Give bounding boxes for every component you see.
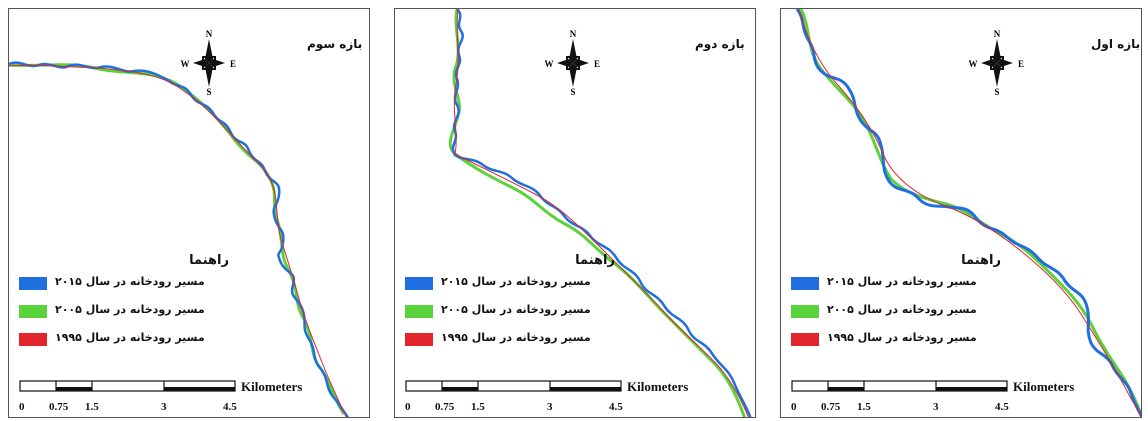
scale-tick: 1.5 — [85, 401, 99, 413]
panel-title: بازه دوم — [695, 37, 745, 51]
scale-tick: 0.75 — [49, 401, 69, 413]
map-panel-reach-1: بازه اول N S E W راهنما مسیر رودخانه در … — [780, 8, 1142, 418]
scale-unit: Kilometers — [241, 379, 303, 394]
map-legend: راهنما مسیر رودخانه در سال ۲۰۱۵ مسیر رود… — [405, 253, 615, 352]
legend-title: راهنما — [189, 253, 229, 268]
river-map-reach-3 — [9, 23, 359, 417]
legend-swatch — [405, 305, 433, 318]
scale-unit: Kilometers — [1013, 379, 1075, 394]
scale-bar: Kilometers 0 0.75 1.5 3 4.5 — [791, 375, 1101, 415]
scale-tick: 3 — [933, 401, 939, 413]
legend-label: مسیر رودخانه در سال ۱۹۹۵ — [441, 331, 591, 344]
legend-swatch — [19, 333, 47, 346]
scale-tick: 4.5 — [223, 401, 237, 413]
scale-tick: 0 — [19, 401, 25, 413]
river-map-reach-2 — [448, 9, 752, 417]
scale-tick: 1.5 — [471, 401, 485, 413]
compass-s: S — [570, 87, 575, 97]
compass-e: E — [230, 59, 236, 69]
river-path-2005 — [799, 9, 1141, 417]
legend-swatch — [791, 305, 819, 318]
scale-tick: 1.5 — [857, 401, 871, 413]
north-arrow-icon: N S E W — [967, 27, 1027, 97]
legend-swatch — [19, 305, 47, 318]
map-legend: راهنما مسیر رودخانه در سال ۲۰۱۵ مسیر رود… — [19, 253, 229, 352]
legend-title: راهنما — [961, 253, 1001, 268]
scale-tick: 4.5 — [995, 401, 1009, 413]
scale-bar: Kilometers 0 0.75 1.5 3 4.5 — [405, 375, 715, 415]
river-path-2015 — [9, 61, 350, 417]
map-panel-reach-3: بازه سوم N S E W راهنما مسیر رودخانه در … — [8, 8, 370, 418]
compass-w: W — [545, 59, 554, 69]
legend-swatch — [19, 277, 47, 290]
scale-bar: Kilometers 0 0.75 1.5 3 4.5 — [19, 375, 329, 415]
compass-n: N — [994, 29, 1001, 39]
legend-item-2015: مسیر رودخانه در سال ۲۰۱۵ — [19, 274, 229, 296]
compass-n: N — [570, 29, 577, 39]
legend-label: مسیر رودخانه در سال ۲۰۱۵ — [55, 275, 205, 288]
panel-title: بازه اول — [1091, 37, 1141, 51]
compass-e: E — [1018, 59, 1024, 69]
river-path-1995 — [453, 9, 749, 417]
legend-item-1995: مسیر رودخانه در سال ۱۹۹۵ — [19, 330, 229, 352]
legend-label: مسیر رودخانه در سال ۲۰۰۵ — [55, 303, 205, 316]
legend-swatch — [405, 333, 433, 346]
river-path-2005 — [9, 63, 346, 415]
legend-item-2015: مسیر رودخانه در سال ۲۰۱۵ — [791, 274, 1001, 296]
map-panel-reach-2: بازه دوم N S E W راهنما مسیر رودخانه در … — [394, 8, 756, 418]
scale-unit: Kilometers — [627, 379, 689, 394]
compass-s: S — [206, 87, 211, 97]
legend-item-2015: مسیر رودخانه در سال ۲۰۱۵ — [405, 274, 615, 296]
legend-item-2005: مسیر رودخانه در سال ۲۰۰۵ — [791, 302, 1001, 324]
scale-tick: 0 — [405, 401, 411, 413]
compass-e: E — [594, 59, 600, 69]
legend-item-1995: مسیر رودخانه در سال ۱۹۹۵ — [791, 330, 1001, 352]
compass-s: S — [994, 87, 999, 97]
legend-item-1995: مسیر رودخانه در سال ۱۹۹۵ — [405, 330, 615, 352]
legend-label: مسیر رودخانه در سال ۱۹۹۵ — [55, 331, 205, 344]
panel-title: بازه سوم — [307, 37, 363, 51]
scale-tick: 0.75 — [435, 401, 455, 413]
legend-label: مسیر رودخانه در سال ۲۰۰۵ — [827, 303, 977, 316]
legend-title: راهنما — [575, 253, 615, 268]
north-arrow-icon: N S E W — [543, 27, 603, 97]
scale-tick: 0 — [791, 401, 797, 413]
river-path-1995 — [798, 9, 1141, 417]
map-legend: راهنما مسیر رودخانه در سال ۲۰۱۵ مسیر رود… — [791, 253, 1001, 352]
scale-tick: 4.5 — [609, 401, 623, 413]
legend-swatch — [791, 277, 819, 290]
scale-tick: 3 — [161, 401, 167, 413]
compass-w: W — [181, 59, 190, 69]
north-arrow-icon: N S E W — [179, 27, 239, 97]
compass-w: W — [969, 59, 978, 69]
legend-label: مسیر رودخانه در سال ۱۹۹۵ — [827, 331, 977, 344]
legend-item-2005: مسیر رودخانه در سال ۲۰۰۵ — [19, 302, 229, 324]
scale-tick: 3 — [547, 401, 553, 413]
scale-tick: 0.75 — [821, 401, 841, 413]
river-map-reach-1 — [795, 9, 1141, 417]
compass-n: N — [206, 29, 213, 39]
legend-label: مسیر رودخانه در سال ۲۰۱۵ — [441, 275, 591, 288]
river-path-2015 — [795, 9, 1141, 417]
legend-swatch — [405, 277, 433, 290]
legend-item-2005: مسیر رودخانه در سال ۲۰۰۵ — [405, 302, 615, 324]
legend-swatch — [791, 333, 819, 346]
legend-label: مسیر رودخانه در سال ۲۰۱۵ — [827, 275, 977, 288]
river-path-1995 — [9, 64, 347, 417]
legend-label: مسیر رودخانه در سال ۲۰۰۵ — [441, 303, 591, 316]
